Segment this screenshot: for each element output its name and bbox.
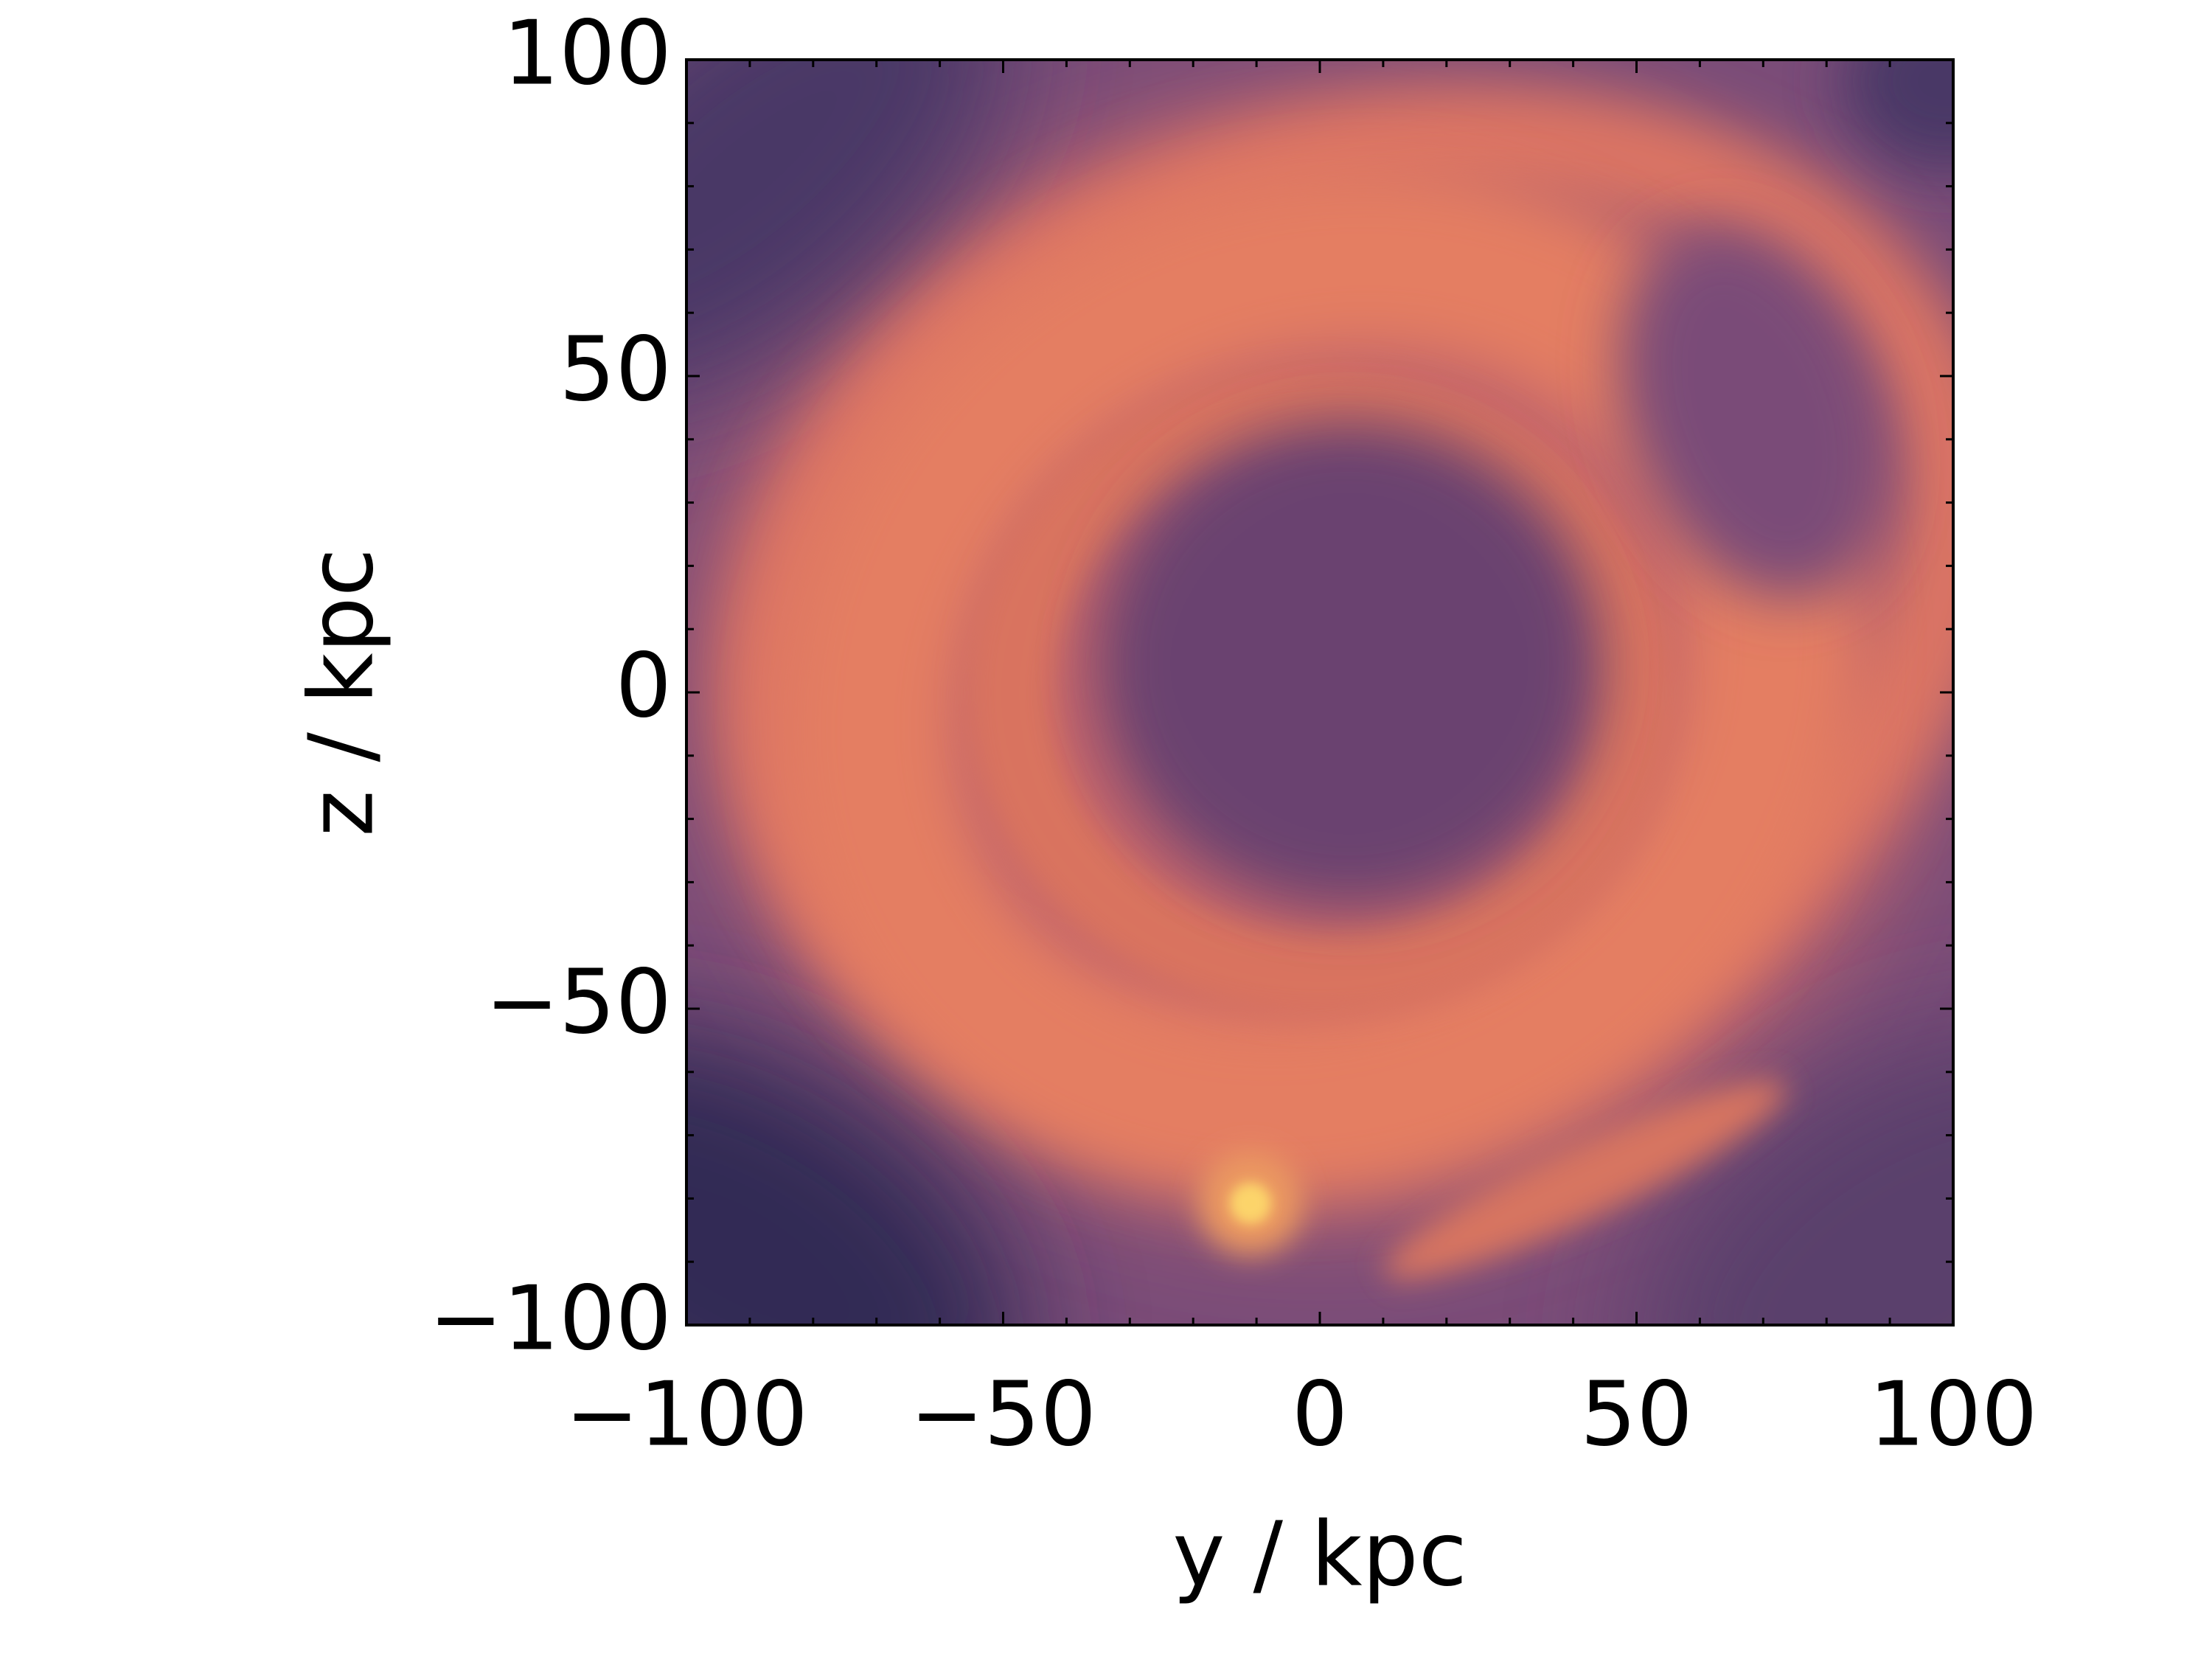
- y-tick-label: 0: [616, 636, 672, 738]
- x-tick-label: −100: [565, 1364, 808, 1467]
- y-axis-label: z / kpc: [291, 548, 394, 836]
- density-image: [686, 60, 1953, 1325]
- y-tick-label: −100: [428, 1268, 672, 1371]
- x-tick-label: 50: [1580, 1364, 1693, 1467]
- y-tick-label: 100: [503, 3, 672, 105]
- x-tick-label: −50: [910, 1364, 1096, 1467]
- x-tick-label: 100: [1868, 1364, 2037, 1467]
- y-tick-label: 50: [559, 319, 672, 422]
- x-tick-label: 0: [1292, 1364, 1348, 1467]
- y-tick-label: −50: [485, 952, 672, 1054]
- x-axis-label: y / kpc: [1172, 1504, 1467, 1607]
